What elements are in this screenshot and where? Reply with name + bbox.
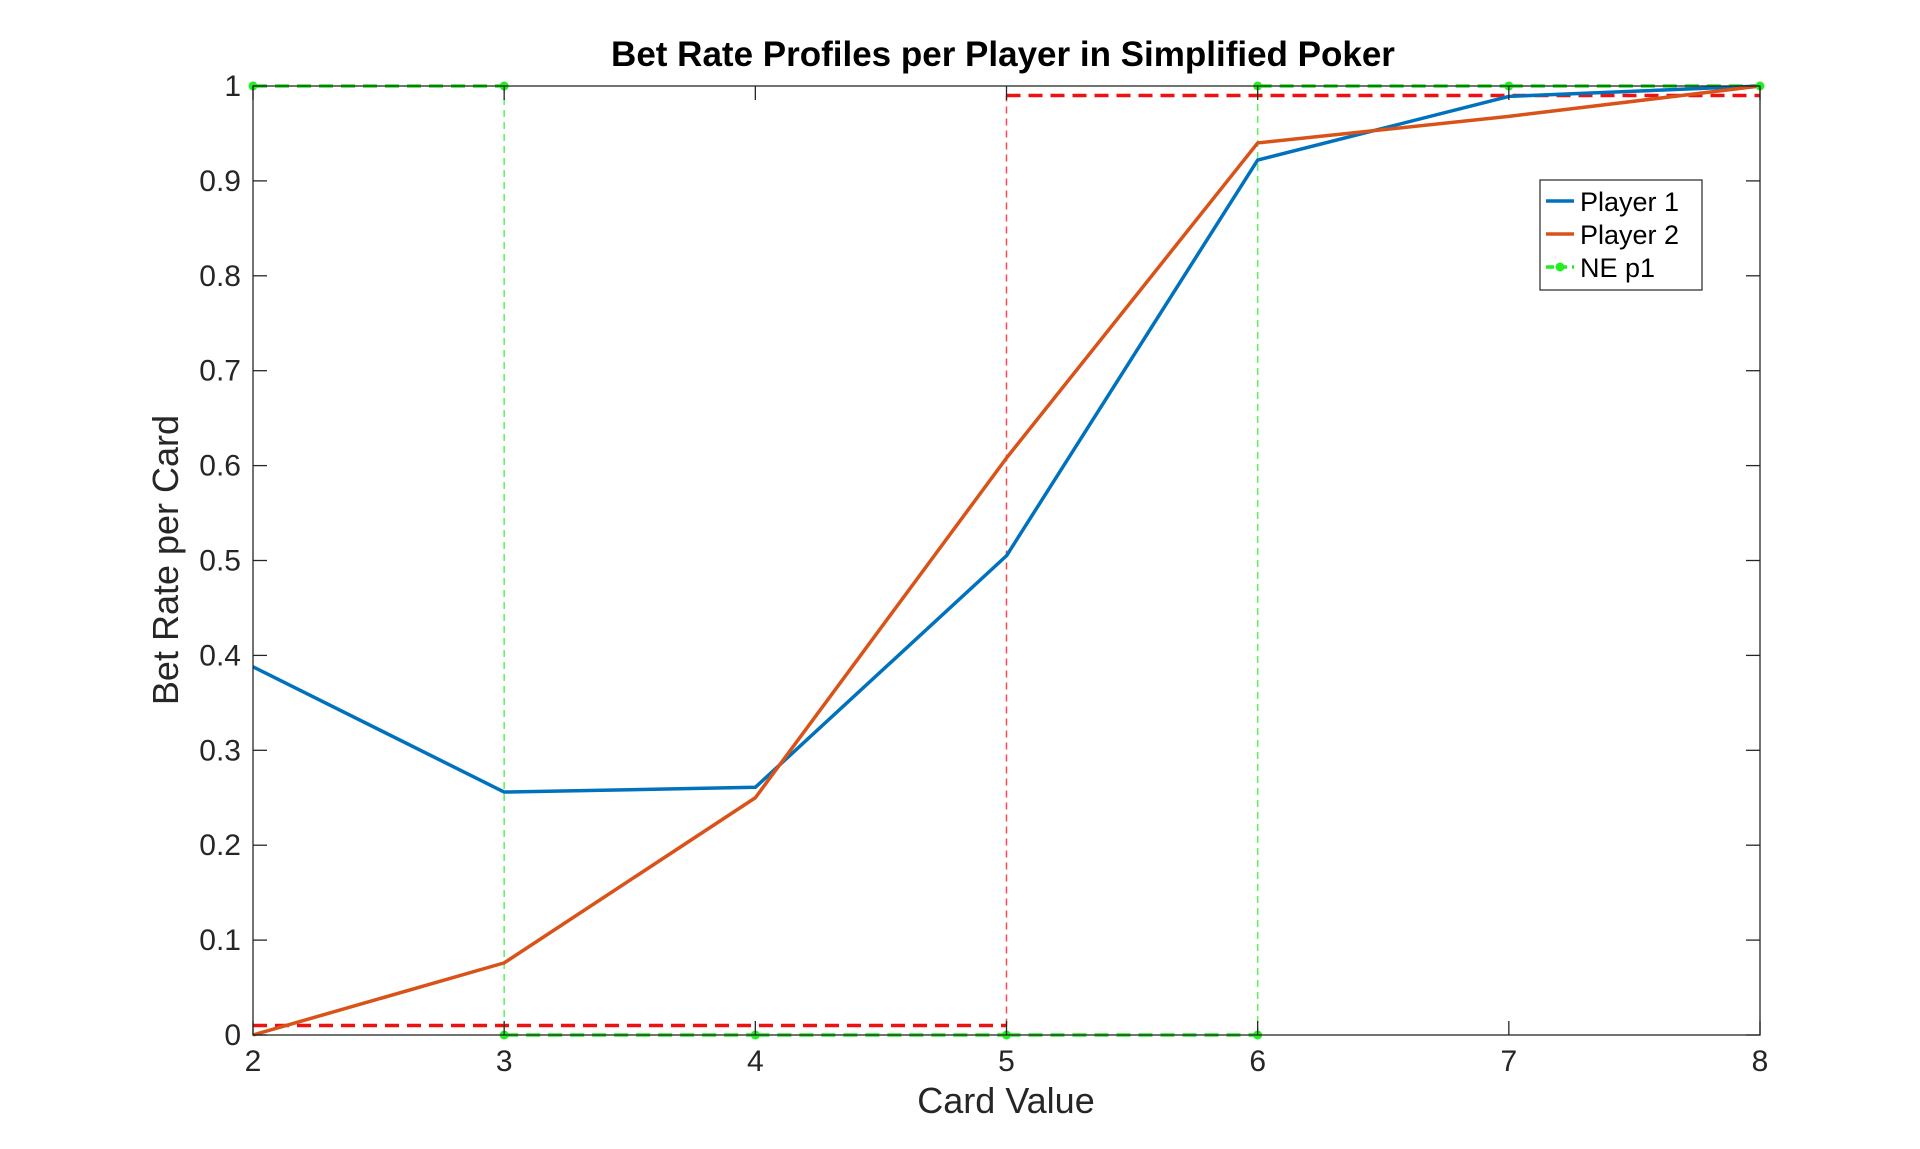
- x-tick-label: 3: [496, 1045, 513, 1078]
- guide-lines: [253, 84, 1760, 1037]
- y-tick-label: 0.1: [199, 924, 241, 957]
- x-tick-label: 6: [1249, 1045, 1266, 1078]
- y-axis: 0 0.1 0.2 0.3 0.4 0.5 0.6 0.7 0.8 0.9 1: [199, 70, 1760, 1052]
- x-tick-label: 5: [998, 1045, 1015, 1078]
- y-tick-label: 0.4: [199, 639, 241, 672]
- x-tick-label: 2: [245, 1045, 262, 1078]
- y-tick-label: 1: [224, 70, 241, 103]
- x-axis: 2 3 4 5 6 7 8: [245, 86, 1769, 1078]
- x-tick-label: 8: [1752, 1045, 1769, 1078]
- y-tick-label: 0.9: [199, 165, 241, 198]
- legend-label-player-1: Player 1: [1580, 187, 1679, 217]
- y-tick-label: 0.3: [199, 734, 241, 767]
- x-axis-label: Card Value: [917, 1080, 1094, 1121]
- chart-title: Bet Rate Profiles per Player in Simplifi…: [611, 35, 1395, 74]
- legend-label-ne-p1: NE p1: [1580, 253, 1655, 283]
- y-axis-label: Bet Rate per Card: [145, 415, 186, 705]
- y-tick-label: 0.5: [199, 545, 241, 578]
- y-tick-label: 0.2: [199, 829, 241, 862]
- y-tick-label: 0: [224, 1019, 241, 1052]
- y-tick-label: 0.6: [199, 450, 241, 483]
- legend-marker-ne-p1: [1555, 262, 1565, 272]
- y-tick-label: 0.7: [199, 355, 241, 388]
- legend-label-player-2: Player 2: [1580, 220, 1679, 250]
- y-tick-label: 0.8: [199, 260, 241, 293]
- x-tick-label: 4: [747, 1045, 764, 1078]
- player-2-line: [252, 84, 1761, 1037]
- series-layer: [248, 81, 1765, 1040]
- x-tick-label: 7: [1500, 1045, 1517, 1078]
